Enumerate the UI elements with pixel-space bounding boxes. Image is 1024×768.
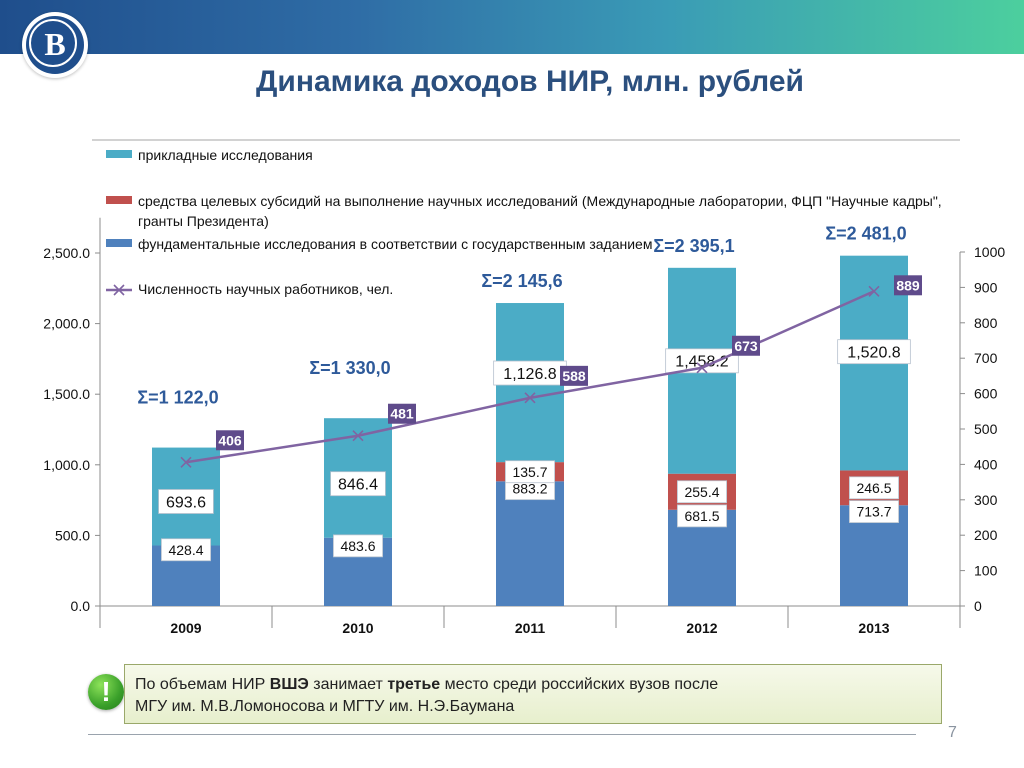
header-bar: [0, 0, 1024, 54]
headcount-marker-2010: [352, 430, 364, 442]
label-subsidies-2013: 246.5: [856, 480, 891, 496]
label-fundamental-2012: 681.5: [684, 508, 719, 524]
right-tick-label: 800: [974, 315, 998, 331]
label-fundamental-2012-box: [677, 504, 728, 528]
total-label-2012: Σ=2 395,1: [653, 236, 734, 256]
left-tick-label: 1,000.0: [43, 457, 90, 473]
note-line1-mid: занимает: [308, 676, 388, 693]
logo-circle: В: [26, 16, 84, 74]
legend-label-subsidies: средства целевых субсидий на выполнение …: [138, 193, 942, 209]
note-line-1: По объемам НИР ВШЭ занимает третье место…: [135, 674, 931, 696]
left-tick-label: 2,500.0: [43, 245, 90, 261]
label-fundamental-2010-box: [332, 534, 383, 558]
label-fundamental-2013-box: [849, 500, 900, 524]
label-subsidies-2013-box: [849, 476, 900, 500]
right-tick-label: 1000: [974, 244, 1005, 260]
label-fundamental-2009-box: [160, 538, 211, 562]
label-applied-2009-box: [158, 489, 214, 514]
total-label-2009: Σ=1 122,0: [137, 388, 218, 408]
x-tick-label: 2013: [858, 620, 889, 636]
x-tick-label: 2012: [686, 620, 717, 636]
right-tick-label: 400: [974, 456, 998, 472]
right-tick-label: 300: [974, 492, 998, 508]
page-number: 7: [948, 724, 957, 741]
label-applied-2013-box: [837, 339, 911, 365]
label-applied-2011: 1,126.8: [503, 366, 556, 383]
right-tick-label: 700: [974, 350, 998, 366]
label-fundamental-2011: 883.2: [512, 481, 547, 497]
headcount-label-2013: 889: [896, 277, 920, 293]
headcount-label-box-2010: [388, 403, 416, 424]
note-line1-post: место среди российских вузов после: [440, 676, 719, 693]
note-box: По объемам НИР ВШЭ занимает третье место…: [124, 664, 942, 724]
left-tick-label: 1,500.0: [43, 386, 90, 402]
x-tick-label: 2011: [515, 620, 546, 636]
label-applied-2012: 1,458.2: [675, 354, 728, 371]
label-subsidies-2011-box: [504, 460, 555, 484]
left-tick-label: 0.0: [71, 598, 91, 614]
left-tick-label: 500.0: [55, 527, 90, 543]
headcount-marker-2009: [180, 456, 192, 468]
legend-label-subsidies-2: гранты Президента): [138, 213, 269, 229]
right-tick-label: 100: [974, 563, 998, 579]
headcount-label-box-2009: [216, 430, 244, 451]
headcount-label-box-2012: [732, 335, 760, 356]
legend-label-applied: прикладные исследования: [138, 147, 313, 163]
label-fundamental-2010: 483.6: [340, 538, 375, 554]
headcount-marker-2013: [868, 285, 880, 297]
left-tick-label: 2,000.0: [43, 316, 90, 332]
label-applied-2013: 1,520.8: [847, 344, 900, 361]
total-label-2013: Σ=2 481,0: [825, 224, 906, 244]
hse-logo: В: [22, 12, 88, 78]
legend-swatch-marker: [113, 284, 125, 296]
right-tick-label: 200: [974, 527, 998, 543]
logo-ring: [29, 19, 77, 67]
headcount-label-2010: 481: [390, 406, 414, 422]
right-tick-label: 600: [974, 386, 998, 402]
legend-label-line: Численность научных работников, чел.: [138, 281, 393, 297]
bar-fundamental-2011: [496, 481, 564, 606]
legend-swatch-subsidies: [106, 196, 132, 204]
legend-swatch-fundamental: [106, 239, 132, 247]
headcount-label-box-2013: [894, 275, 922, 296]
note-line1-pre: По объемам НИР: [135, 676, 270, 693]
headcount-label-2012: 673: [734, 338, 758, 354]
note-line1-bold-third: третье: [387, 676, 441, 693]
headcount-label-2009: 406: [218, 432, 242, 448]
revenue-chart: 0.0 500.0 1,000.0 1,500.0 2,000.0 2,500.0 0 100…: [43, 139, 1005, 636]
note-line-2: МГУ им. М.В.Ломоносова и МГТУ им. Н.Э.Ба…: [135, 698, 515, 715]
label-subsidies-2011: 135.7: [512, 464, 547, 480]
headcount-label-2011: 588: [562, 368, 586, 384]
total-label-2010: Σ=1 330,0: [309, 358, 390, 378]
footer-divider: [88, 734, 916, 735]
label-subsidies-2012-box: [677, 480, 728, 504]
x-tick-label: 2010: [342, 620, 373, 636]
label-fundamental-2013: 713.7: [856, 504, 891, 520]
legend-label-fundamental: фундаментальные исследования в соответст…: [138, 236, 652, 252]
label-applied-2009: 693.6: [166, 494, 206, 511]
right-tick-label: 0: [974, 598, 982, 614]
label-fundamental-2009: 428.4: [168, 542, 203, 558]
label-applied-2010-box: [330, 471, 386, 497]
right-tick-label: 900: [974, 279, 998, 295]
exclamation-icon: !: [88, 674, 124, 710]
note-line1-bold-hse: ВШЭ: [269, 676, 309, 693]
total-label-2011: Σ=2 145,6: [481, 271, 562, 291]
label-subsidies-2012: 255.4: [684, 484, 719, 500]
headcount-label-box-2011: [560, 365, 588, 386]
right-tick-label: 500: [974, 421, 998, 437]
x-tick-label: 2009: [170, 620, 201, 636]
headcount-marker-2012: [696, 362, 708, 374]
logo-letter: В: [44, 26, 66, 62]
headcount-marker-2011: [524, 392, 536, 404]
label-applied-2010: 846.4: [338, 476, 378, 493]
page-title: Динамика доходов НИР, млн. рублей: [256, 65, 804, 98]
legend-swatch-applied: [106, 150, 132, 158]
